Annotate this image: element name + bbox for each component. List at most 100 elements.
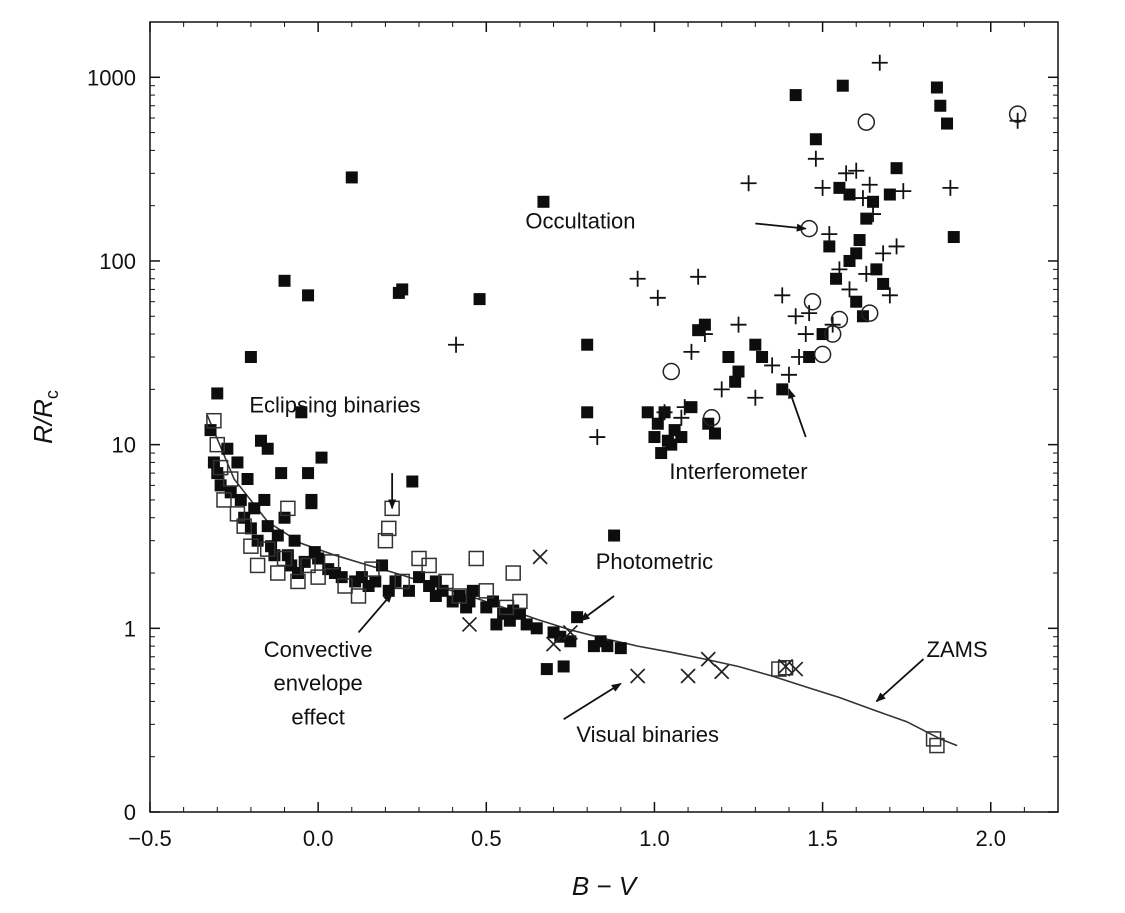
annotation-arrow: [875, 658, 925, 703]
point-filled-square: [930, 81, 943, 94]
point-plus: [821, 226, 838, 243]
point-filled-square: [221, 442, 234, 455]
point-open-square: [438, 573, 454, 590]
annotation-arrow: [788, 388, 807, 438]
point-plus: [848, 162, 865, 179]
plot-frame: [149, 21, 1059, 813]
point-plus: [831, 261, 848, 278]
x-tick-label: 2.0: [975, 826, 1006, 851]
point-open-square: [364, 561, 380, 577]
annotation-arrow: [357, 592, 393, 634]
point-filled-square: [836, 79, 849, 92]
point-cross: [700, 651, 716, 667]
point-filled-square: [789, 89, 802, 102]
point-filled-square: [315, 451, 328, 464]
x-tick-label: 1.0: [639, 826, 670, 851]
y-tick-label: 10: [112, 433, 136, 458]
point-plus: [676, 399, 693, 416]
x-tick-label: −0.5: [128, 826, 171, 851]
point-plus: [696, 326, 713, 343]
point-open-square: [468, 550, 484, 567]
point-plus: [861, 176, 878, 193]
point-filled-square: [540, 663, 553, 676]
zams-line: [206, 414, 958, 747]
annotation-label: envelope: [273, 670, 362, 695]
point-open-square: [216, 492, 232, 508]
point-filled-square: [231, 456, 244, 469]
point-plus: [787, 308, 804, 325]
point-filled-square: [271, 529, 284, 542]
point-plus: [747, 389, 764, 406]
annotation-label: Eclipsing binaries: [249, 392, 420, 417]
point-open-square: [512, 593, 528, 610]
point-filled-square: [581, 406, 594, 419]
point-open-square: [505, 565, 521, 581]
point-open-circle: [857, 113, 876, 131]
point-filled-square: [429, 575, 442, 588]
point-filled-square: [756, 351, 769, 364]
point-plus: [683, 343, 700, 360]
point-cross: [562, 624, 578, 641]
point-plus: [801, 305, 818, 322]
point-plus: [854, 190, 871, 207]
point-filled-square: [295, 406, 308, 419]
point-filled-square: [655, 447, 668, 460]
point-open-square: [249, 557, 266, 574]
point-open-square: [243, 538, 259, 554]
point-open-square: [451, 588, 468, 604]
point-open-square: [206, 412, 222, 429]
point-cross: [532, 549, 548, 565]
point-plus: [858, 265, 875, 282]
point-filled-square: [537, 195, 550, 208]
x-tick-label: 1.5: [807, 826, 838, 851]
point-open-square: [337, 578, 353, 594]
point-filled-square: [463, 595, 476, 608]
point-open-square: [280, 500, 296, 517]
point-filled-square: [302, 289, 315, 302]
point-filled-square: [934, 99, 947, 112]
point-filled-square: [749, 338, 762, 351]
point-filled-square: [776, 383, 789, 396]
point-filled-square: [641, 406, 654, 419]
point-filled-square: [843, 254, 856, 267]
point-plus: [871, 54, 888, 71]
point-filled-square: [413, 571, 426, 584]
point-filled-square: [564, 635, 577, 648]
point-filled-square: [503, 614, 516, 627]
point-plus: [791, 349, 808, 366]
point-plus: [865, 206, 882, 223]
y-tick-label: 1: [124, 616, 136, 641]
point-open-square: [259, 541, 276, 557]
point-plus: [764, 357, 781, 374]
point-open-square: [222, 471, 239, 487]
point-filled-square: [722, 351, 735, 364]
point-plus: [589, 429, 606, 446]
point-filled-square: [729, 375, 742, 388]
annotation-arrows-group: [357, 222, 925, 720]
point-plus: [649, 289, 666, 306]
point-open-square: [212, 459, 229, 476]
point-filled-square: [648, 431, 661, 444]
annotation-arrow: [579, 595, 615, 622]
point-open-circle: [813, 345, 832, 364]
point-filled-square: [248, 502, 261, 515]
point-filled-square: [708, 427, 721, 440]
point-plus: [690, 268, 707, 285]
point-plus: [814, 179, 831, 196]
point-plus: [780, 366, 797, 383]
point-filled-square: [571, 611, 584, 624]
annotation-label: Photometric: [596, 549, 713, 574]
point-filled-square: [520, 618, 533, 631]
point-filled-square: [241, 473, 254, 486]
y-tick-label: 100: [99, 249, 136, 274]
point-filled-square: [453, 589, 466, 602]
point-filled-square: [890, 162, 903, 175]
point-filled-square: [601, 640, 614, 653]
point-open-circle: [1008, 105, 1027, 123]
point-filled-square: [305, 497, 318, 510]
point-filled-square: [809, 133, 822, 146]
point-open-circle: [803, 292, 822, 311]
point-filled-square: [392, 286, 405, 299]
annotation-label: Occultation: [525, 209, 635, 234]
data-points-group: [204, 54, 1027, 754]
